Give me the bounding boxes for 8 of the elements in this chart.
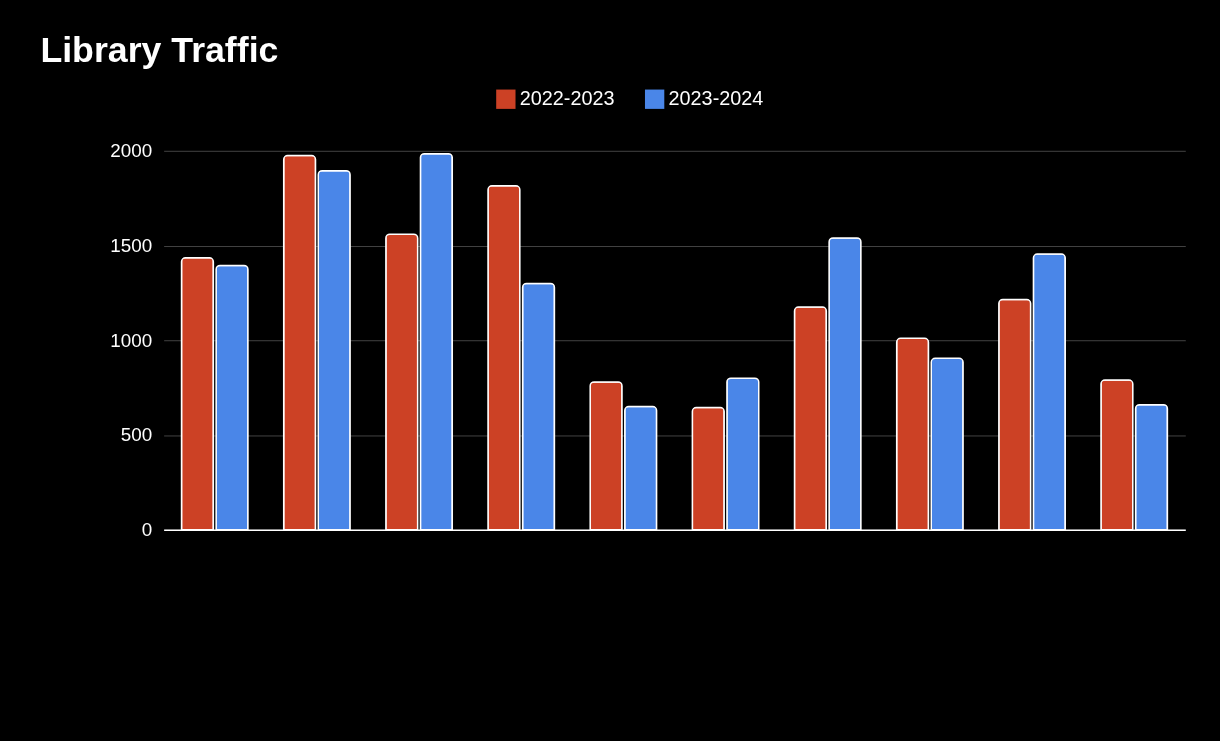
y-tick-label: 0 — [141, 519, 153, 541]
y-tick-label: 2000 — [110, 140, 153, 162]
legend-label: 2022-2023 — [519, 87, 615, 110]
chart-title: Library Traffic — [40, 29, 279, 70]
y-tick-label: 500 — [120, 424, 153, 446]
y-tick-label: 1500 — [110, 234, 153, 256]
y-tick-label: 1000 — [110, 329, 153, 351]
legend-label: 2023-2024 — [668, 87, 764, 110]
